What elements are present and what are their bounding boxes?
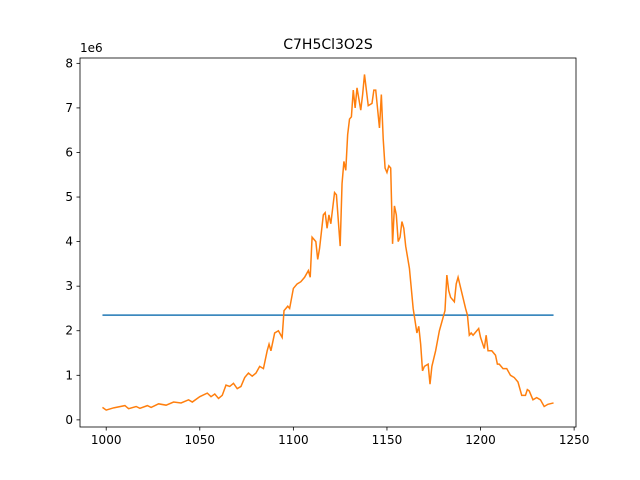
y-tick-label: 0	[65, 413, 73, 427]
y-tick-label: 8	[65, 56, 73, 70]
chart-title: C7H5Cl3O2S	[283, 37, 373, 53]
x-tick-label: 1050	[185, 433, 216, 447]
y-tick-label: 1	[65, 368, 73, 382]
x-tick-label: 1000	[91, 433, 122, 447]
y-tick-label: 2	[65, 324, 73, 338]
y-offset-label: 1e6	[80, 41, 103, 55]
y-tick-label: 6	[65, 145, 73, 159]
x-tick-label: 1100	[278, 433, 309, 447]
x-tick-label: 1200	[465, 433, 496, 447]
plot-frame	[79, 57, 577, 428]
y-tick-label: 3	[65, 279, 73, 293]
y-tick-label: 4	[65, 235, 73, 249]
line-series	[102, 74, 554, 411]
y-tick-label: 7	[65, 101, 73, 115]
y-tick-label: 5	[65, 190, 73, 204]
x-tick-label: 1250	[559, 433, 590, 447]
x-tick-label: 1150	[372, 433, 403, 447]
